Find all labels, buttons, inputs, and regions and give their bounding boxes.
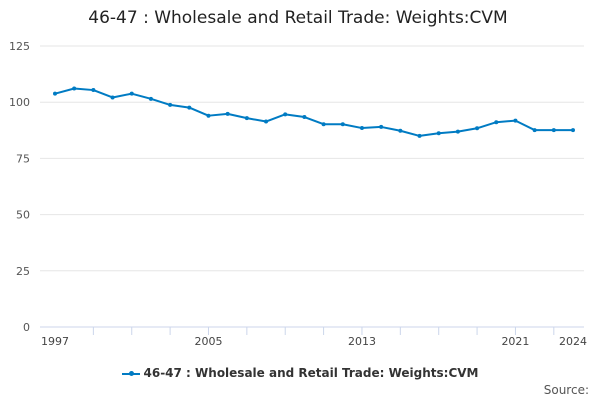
data-point [187,105,192,110]
x-tick-label: 2005 [194,335,222,348]
data-point [513,118,518,123]
x-tick-label: 2021 [501,335,529,348]
data-point [551,128,556,133]
data-point [436,131,441,136]
data-point [91,88,96,93]
data-point [168,102,173,107]
legend-label: 46-47 : Wholesale and Retail Trade: Weig… [143,366,479,380]
data-point [283,112,288,117]
data-point [494,120,499,125]
data-point [340,122,345,127]
y-tick-label: 75 [16,152,30,165]
data-point [571,128,575,133]
data-point [321,122,326,127]
data-point [475,126,480,131]
data-point [455,129,460,134]
data-point [206,113,211,118]
data-point [264,119,269,124]
y-tick-label: 100 [9,96,30,109]
source-label: Source: [543,383,589,397]
data-point [379,124,384,129]
data-point [302,115,307,120]
data-point [244,116,249,121]
y-tick-label: 125 [9,40,30,53]
y-tick-label: 50 [16,209,30,222]
data-point [359,126,364,131]
chart-title: 46-47 : Wholesale and Retail Trade: Weig… [88,8,508,28]
x-tick-label: 2024 [559,335,587,348]
data-point [110,95,115,100]
data-point [417,133,422,138]
data-point [72,86,77,91]
data-point [148,96,153,101]
data-point [532,128,537,133]
y-tick-label: 25 [16,265,30,278]
x-tick-label: 2013 [348,335,376,348]
data-point [225,111,230,116]
legend-swatch [121,370,140,376]
data-point [129,91,134,96]
x-tick-label: 1997 [41,335,69,348]
data-point [398,128,403,133]
legend[interactable]: 46-47 : Wholesale and Retail Trade: Weig… [0,366,600,380]
data-point [53,91,57,96]
y-tick-label: 0 [23,321,30,334]
series-line [54,87,573,137]
